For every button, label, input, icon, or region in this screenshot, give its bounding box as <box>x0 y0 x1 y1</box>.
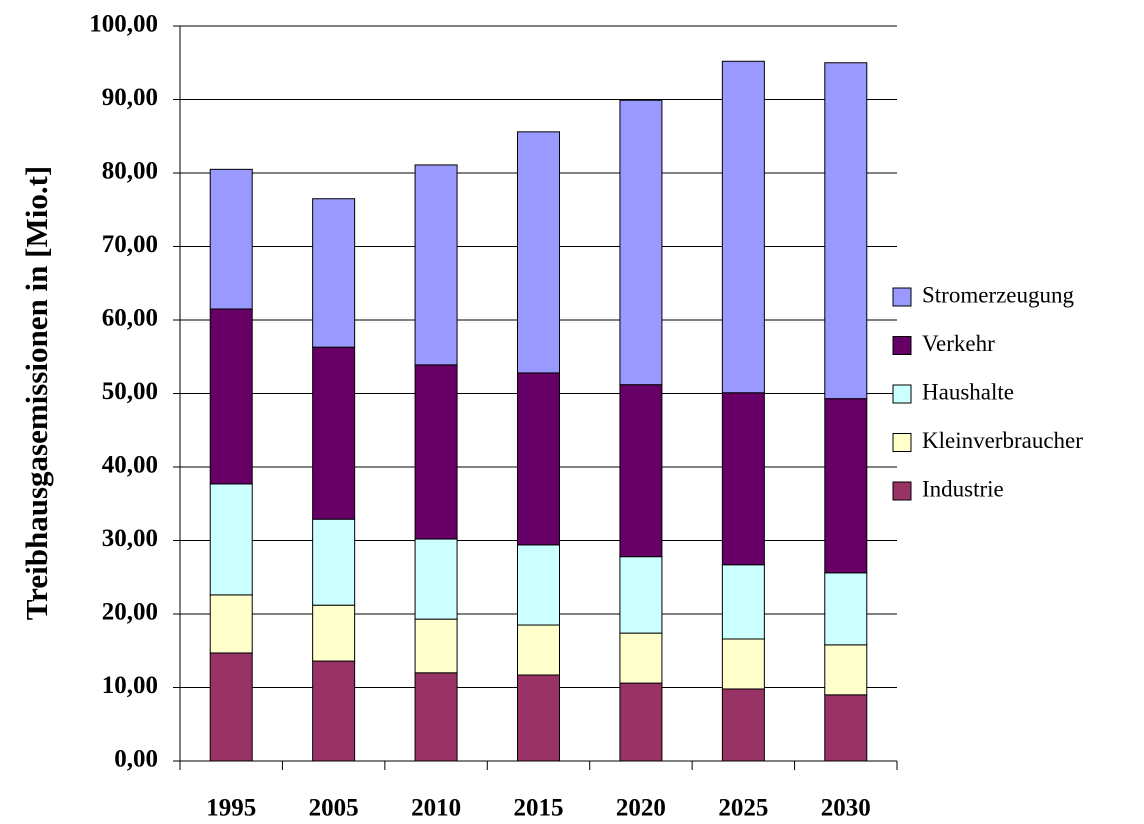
legend-label: Kleinverbraucher <box>922 428 1083 453</box>
bar-segment <box>209 652 253 762</box>
bar-segment <box>721 688 765 762</box>
bar-segment <box>209 168 253 310</box>
y-tick-label: 80,00 <box>102 158 158 185</box>
legend-label: Verkehr <box>922 331 995 356</box>
bar-segment <box>312 660 356 762</box>
bar-segment <box>517 131 560 374</box>
bar-segment <box>824 644 868 696</box>
bar-segment <box>824 398 868 574</box>
bar-segment <box>209 483 253 596</box>
x-tick-label: 2015 <box>514 795 564 822</box>
bar-segment <box>312 346 356 520</box>
bar-segment <box>414 618 458 674</box>
legend-label: Haushalte <box>922 379 1014 404</box>
x-tick-label: 2030 <box>821 795 871 822</box>
bar-segment <box>721 392 765 566</box>
bar-segment <box>312 518 356 606</box>
legend-swatch <box>892 287 912 307</box>
bar-segment <box>721 638 765 690</box>
y-tick-label: 20,00 <box>102 599 158 626</box>
bar-segment <box>619 682 663 762</box>
y-tick-label: 100,00 <box>89 11 158 38</box>
y-tick-label: 40,00 <box>102 452 158 479</box>
bar-segment <box>824 572 868 646</box>
legend-swatch <box>892 384 912 404</box>
x-tick-label: 1995 <box>206 795 256 822</box>
y-tick-label: 90,00 <box>102 84 158 111</box>
y-tick-label: 10,00 <box>102 672 158 699</box>
bar-segment <box>312 604 356 662</box>
legend-swatch <box>892 336 912 355</box>
bar-segment <box>517 372 560 546</box>
bar-segment <box>517 544 560 626</box>
legend-swatch <box>892 433 912 452</box>
legend-label: Industrie <box>922 476 1004 501</box>
bar-segment <box>517 624 560 676</box>
x-tick-label: 2005 <box>309 795 359 822</box>
bar-segment <box>824 694 868 762</box>
bar-segment <box>619 632 663 684</box>
y-tick-label: 60,00 <box>102 305 158 332</box>
bar-segment <box>209 594 253 654</box>
bar-segment <box>414 364 458 540</box>
bar-segment <box>209 308 253 485</box>
bar-segment <box>619 556 663 634</box>
bar-segment <box>721 60 765 394</box>
x-tick-label: 2010 <box>411 795 461 822</box>
bar-segment <box>824 62 868 400</box>
legend-swatch <box>892 481 912 501</box>
bar-segment <box>721 564 765 640</box>
y-tick-label: 50,00 <box>102 378 158 405</box>
bar-segment <box>619 99 663 386</box>
y-tick-label: 0,00 <box>114 746 158 773</box>
x-tick-label: 2025 <box>718 795 768 822</box>
bar-segment <box>414 672 458 762</box>
bar-segment <box>517 674 560 762</box>
bar-segment <box>414 538 458 620</box>
legend-label: Stromerzeugung <box>922 282 1075 307</box>
bar-segment <box>414 164 458 366</box>
y-tick-label: 70,00 <box>102 231 158 258</box>
y-tick-label: 30,00 <box>102 525 158 552</box>
x-tick-label: 2020 <box>616 795 666 822</box>
y-axis-title: Treibhausgasemissionen in [Mio.t] <box>19 166 54 620</box>
bar-segment <box>312 198 356 348</box>
bar-segment <box>619 384 663 558</box>
